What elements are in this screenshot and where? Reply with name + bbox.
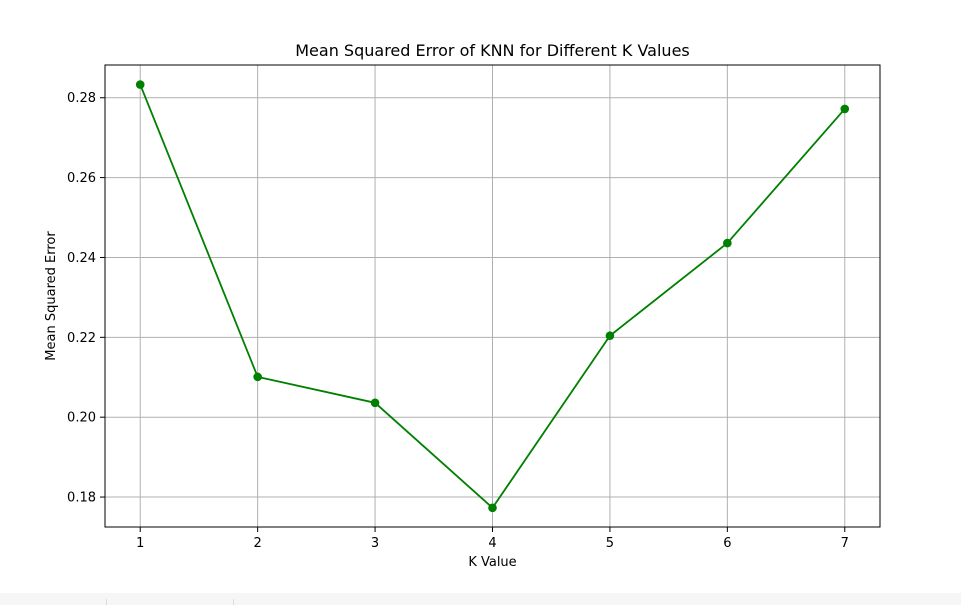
data-point [253, 372, 262, 382]
data-point [605, 331, 615, 341]
series-layer [135, 80, 850, 513]
y-tick-label: 0.24 [67, 251, 96, 266]
x-tick-label: 2 [254, 536, 262, 551]
x-axis-label: K Value [468, 555, 516, 570]
x-tick-label: 6 [723, 536, 731, 551]
data-point [488, 503, 497, 513]
data-point [723, 238, 732, 248]
y-tick-label: 0.26 [67, 171, 96, 186]
data-point [370, 398, 380, 408]
y-tick-label: 0.22 [67, 331, 96, 346]
y-axis-label: Mean Squared Error [44, 231, 59, 361]
bottom-toolbar-strip [0, 593, 961, 605]
y-tick-label: 0.28 [67, 91, 96, 106]
x-tick-label: 4 [488, 536, 496, 551]
chart-title: Mean Squared Error of KNN for Different … [295, 41, 690, 60]
toolbar-divider [106, 599, 107, 605]
y-tick-label: 0.20 [67, 411, 96, 426]
x-tick-label: 7 [841, 536, 849, 551]
x-tick-label: 3 [371, 536, 379, 551]
toolbar-divider [233, 599, 234, 605]
y-tick-label: 0.18 [67, 491, 96, 506]
data-point [135, 80, 145, 89]
x-tick-label: 5 [606, 536, 614, 551]
axis-ticks: 1 2 3 4 5 6 7 0.18 0.20 0.22 0.24 0.26 0.28 [67, 91, 849, 551]
x-tick-label: 1 [136, 536, 144, 551]
data-point [840, 104, 850, 114]
grid [105, 65, 880, 527]
